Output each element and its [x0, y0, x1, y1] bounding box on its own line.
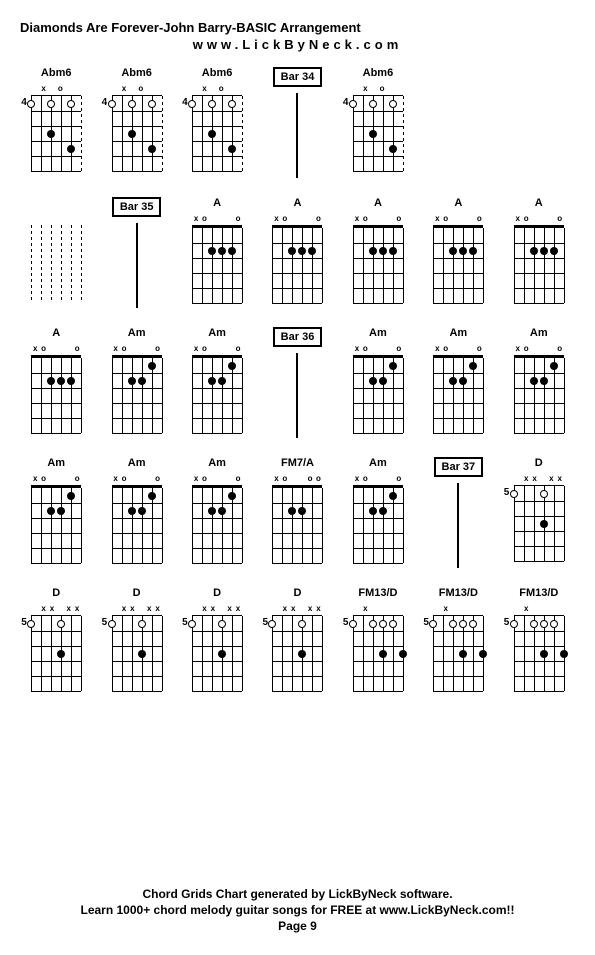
- chord-diagram: Amxoo: [181, 457, 253, 577]
- bar-marker: Bar 34: [261, 67, 333, 187]
- chord-diagram: D5xxxx: [20, 587, 92, 707]
- chord-name: Am: [128, 457, 146, 471]
- chord-name: A: [52, 327, 60, 341]
- chord-name: A: [535, 197, 543, 211]
- chord-diagram: Amxoo: [181, 327, 253, 447]
- bar-label: Bar 37: [434, 457, 484, 477]
- chord-diagram: FM13/D5x: [503, 587, 575, 707]
- chord-diagram: Amxoo: [100, 457, 172, 577]
- chord-diagram: Axoo: [342, 197, 414, 317]
- empty-cell: [422, 67, 494, 187]
- chord-diagram: Axoo: [181, 197, 253, 317]
- chord-name: A: [374, 197, 382, 211]
- chord-name: D: [294, 587, 302, 601]
- chord-name: Am: [449, 327, 467, 341]
- chord-name: Am: [530, 327, 548, 341]
- chord-diagram: Axoo: [422, 197, 494, 317]
- chord-diagram: Amxoo: [503, 327, 575, 447]
- chord-diagram: Amxoo: [342, 457, 414, 577]
- bar-marker: Bar 37: [422, 457, 494, 577]
- chord-name: Abm6: [41, 67, 72, 81]
- chord-name: Am: [369, 457, 387, 471]
- chord-diagram: Abm64xo: [20, 67, 92, 187]
- chord-name: Abm6: [363, 67, 394, 81]
- chord-grid: Abm64xoAbm64xoAbm64xoBar 34Abm64xoBar 35…: [20, 67, 575, 707]
- chord-diagram: D5xxxx: [503, 457, 575, 577]
- chord-diagram: Amxoo: [100, 327, 172, 447]
- chord-name: Am: [47, 457, 65, 471]
- footer-line-1: Chord Grids Chart generated by LickByNec…: [20, 887, 575, 901]
- chord-name: FM7/A: [281, 457, 314, 471]
- bar-label: Bar 34: [273, 67, 323, 87]
- chord-name: Abm6: [121, 67, 152, 81]
- chord-diagram: Abm64xo: [100, 67, 172, 187]
- chord-diagram: FM13/D5x: [342, 587, 414, 707]
- chord-diagram: D5xxxx: [100, 587, 172, 707]
- footer-line-2: Learn 1000+ chord melody guitar songs fo…: [20, 903, 575, 917]
- chord-name: D: [213, 587, 221, 601]
- chord-name: A: [454, 197, 462, 211]
- bar-label: Bar 36: [273, 327, 323, 347]
- empty-cell: [503, 67, 575, 187]
- chord-name: FM13/D: [439, 587, 478, 601]
- chord-name: Abm6: [202, 67, 233, 81]
- bar-marker: Bar 36: [261, 327, 333, 447]
- bar-marker: Bar 35: [100, 197, 172, 317]
- chord-diagram: Abm64xo: [342, 67, 414, 187]
- bar-label: Bar 35: [112, 197, 162, 217]
- chord-diagram: Abm64xo: [181, 67, 253, 187]
- chord-diagram: FM7/Axooo: [261, 457, 333, 577]
- page-title: Diamonds Are Forever-John Barry-BASIC Ar…: [20, 20, 575, 35]
- chord-name: Am: [208, 457, 226, 471]
- footer: Chord Grids Chart generated by LickByNec…: [20, 887, 575, 933]
- chord-diagram: Axoo: [261, 197, 333, 317]
- chord-diagram: Amxoo: [342, 327, 414, 447]
- footer-line-3: Page 9: [20, 919, 575, 933]
- chord-name: A: [213, 197, 221, 211]
- chord-diagram: Axoo: [20, 327, 92, 447]
- chord-name: FM13/D: [358, 587, 397, 601]
- chord-name: D: [52, 587, 60, 601]
- empty-cell: [20, 197, 92, 317]
- chord-diagram: Amxoo: [422, 327, 494, 447]
- chord-diagram: FM13/D5x: [422, 587, 494, 707]
- page-subtitle: www.LickByNeck.com: [20, 37, 575, 52]
- chord-diagram: D5xxxx: [261, 587, 333, 707]
- chord-name: FM13/D: [519, 587, 558, 601]
- chord-name: A: [294, 197, 302, 211]
- chord-diagram: D5xxxx: [181, 587, 253, 707]
- chord-diagram: Axoo: [503, 197, 575, 317]
- chord-name: Am: [208, 327, 226, 341]
- chord-name: Am: [128, 327, 146, 341]
- chord-diagram: Amxoo: [20, 457, 92, 577]
- chord-name: D: [535, 457, 543, 471]
- chord-name: D: [133, 587, 141, 601]
- chord-name: Am: [369, 327, 387, 341]
